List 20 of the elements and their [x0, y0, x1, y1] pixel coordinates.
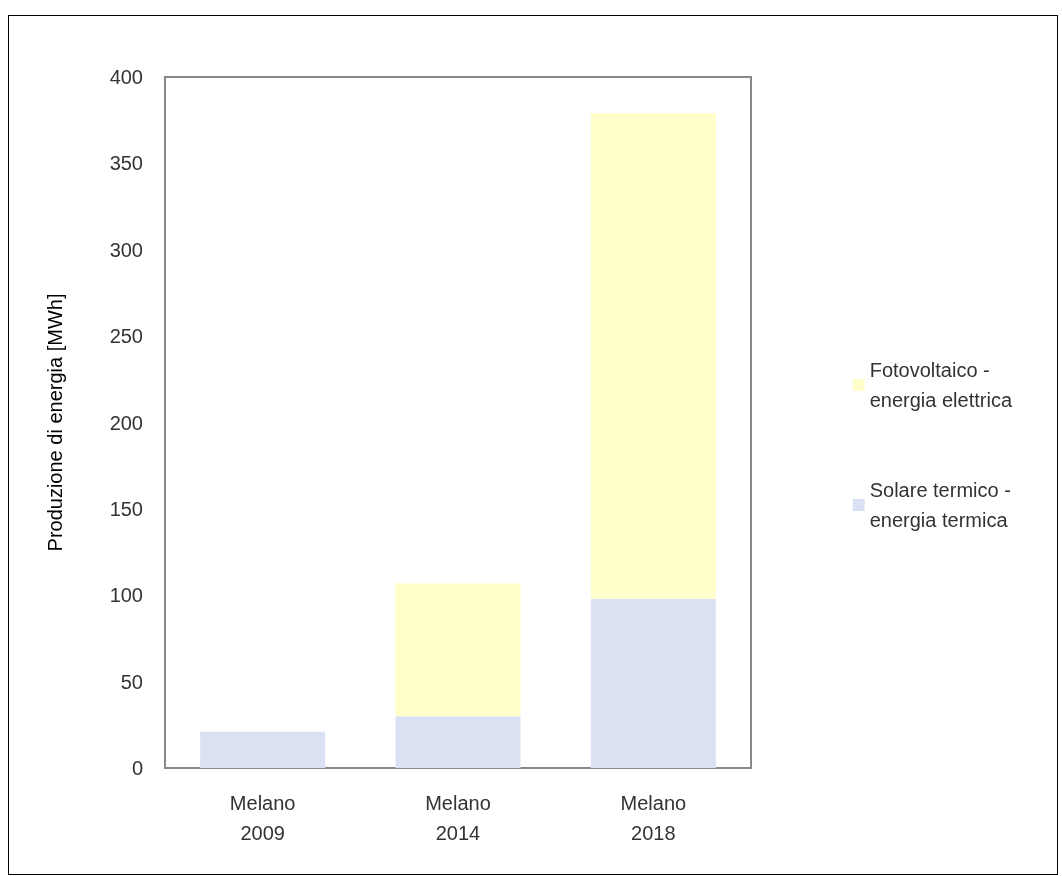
y-tick-label: 150 [109, 497, 143, 520]
bar [590, 598, 716, 768]
bar [590, 113, 716, 599]
bar [200, 731, 326, 768]
x-tick-label: Melano 2018 [620, 792, 687, 844]
y-tick-label: 250 [109, 325, 143, 348]
x-tick-label: Melano 2009 [229, 792, 296, 844]
legend-label: Fotovoltaico - energia elettrica [869, 359, 1013, 411]
y-tick-label: 200 [109, 411, 143, 434]
bar [395, 716, 521, 768]
y-tick-label: 50 [120, 670, 143, 693]
x-tick-label: Melano 2014 [425, 792, 491, 844]
y-tick-label: 300 [109, 238, 143, 261]
legend-label: Solare termico - energia termica [869, 479, 1011, 531]
y-tick-label: 400 [109, 66, 143, 88]
bar [395, 583, 521, 717]
y-axis-title: Produzione di energia [MWh] [44, 293, 66, 552]
y-tick-label: 0 [131, 757, 143, 779]
y-tick-label: 100 [109, 584, 143, 607]
y-tick-label: 350 [109, 152, 143, 175]
